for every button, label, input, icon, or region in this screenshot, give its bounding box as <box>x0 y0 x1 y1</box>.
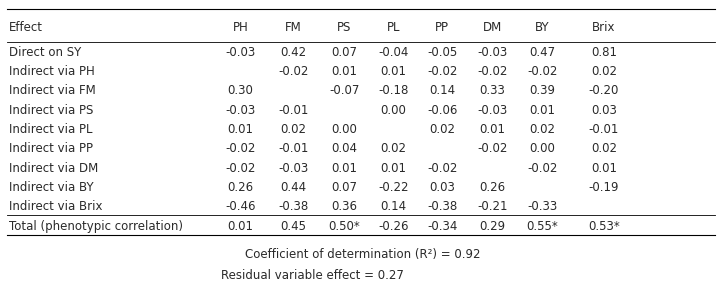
Text: -0.02: -0.02 <box>477 142 507 155</box>
Text: BY: BY <box>535 21 550 34</box>
Text: Direct on SY: Direct on SY <box>9 46 81 59</box>
Text: 0.45: 0.45 <box>280 219 306 232</box>
Text: Brix: Brix <box>592 21 616 34</box>
Text: Effect: Effect <box>9 21 43 34</box>
Text: -0.46: -0.46 <box>225 200 256 213</box>
Text: PP: PP <box>435 21 449 34</box>
Text: 0.36: 0.36 <box>331 200 357 213</box>
Text: -0.22: -0.22 <box>378 181 409 194</box>
Text: Indirect via PH: Indirect via PH <box>9 65 94 78</box>
Text: -0.04: -0.04 <box>378 46 409 59</box>
Text: -0.02: -0.02 <box>527 65 558 78</box>
Text: 0.53*: 0.53* <box>588 219 620 232</box>
Text: 0.50*: 0.50* <box>328 219 360 232</box>
Text: -0.26: -0.26 <box>378 219 409 232</box>
Text: Residual variable effect = 0.27: Residual variable effect = 0.27 <box>221 269 404 282</box>
Text: 0.00: 0.00 <box>331 123 357 136</box>
Text: 0.02: 0.02 <box>280 123 306 136</box>
Text: 0.55*: 0.55* <box>526 219 558 232</box>
Text: 0.07: 0.07 <box>331 181 357 194</box>
Text: 0.14: 0.14 <box>429 84 455 97</box>
Text: 0.03: 0.03 <box>591 104 617 117</box>
Text: Coefficient of determination (R²) = 0.92: Coefficient of determination (R²) = 0.92 <box>245 248 481 262</box>
Text: 0.30: 0.30 <box>227 84 253 97</box>
Text: 0.42: 0.42 <box>280 46 306 59</box>
Text: 0.01: 0.01 <box>331 162 357 175</box>
Text: 0.01: 0.01 <box>479 123 505 136</box>
Text: -0.18: -0.18 <box>378 84 409 97</box>
Text: -0.03: -0.03 <box>278 162 309 175</box>
Text: -0.03: -0.03 <box>225 46 256 59</box>
Text: -0.20: -0.20 <box>589 84 619 97</box>
Text: 0.26: 0.26 <box>479 181 505 194</box>
Text: 0.07: 0.07 <box>331 46 357 59</box>
Text: -0.03: -0.03 <box>477 46 507 59</box>
Text: 0.01: 0.01 <box>591 162 617 175</box>
Text: PL: PL <box>387 21 400 34</box>
Text: -0.02: -0.02 <box>427 65 457 78</box>
Text: PS: PS <box>337 21 351 34</box>
Text: -0.02: -0.02 <box>278 65 309 78</box>
Text: 0.39: 0.39 <box>529 84 555 97</box>
Text: DM: DM <box>483 21 502 34</box>
Text: -0.33: -0.33 <box>527 200 558 213</box>
Text: -0.01: -0.01 <box>589 123 619 136</box>
Text: -0.01: -0.01 <box>278 142 309 155</box>
Text: -0.02: -0.02 <box>225 142 256 155</box>
Text: -0.02: -0.02 <box>477 65 507 78</box>
Text: -0.02: -0.02 <box>527 162 558 175</box>
Text: Indirect via DM: Indirect via DM <box>9 162 98 175</box>
Text: PH: PH <box>232 21 248 34</box>
Text: 0.01: 0.01 <box>331 65 357 78</box>
Text: Indirect via BY: Indirect via BY <box>9 181 94 194</box>
Text: -0.05: -0.05 <box>427 46 457 59</box>
Text: Indirect via Brix: Indirect via Brix <box>9 200 102 213</box>
Text: -0.21: -0.21 <box>477 200 507 213</box>
Text: 0.47: 0.47 <box>529 46 555 59</box>
Text: 0.26: 0.26 <box>227 181 253 194</box>
Text: 0.01: 0.01 <box>227 219 253 232</box>
Text: 0.02: 0.02 <box>429 123 455 136</box>
Text: 0.29: 0.29 <box>479 219 505 232</box>
Text: 0.02: 0.02 <box>380 142 407 155</box>
Text: -0.02: -0.02 <box>427 162 457 175</box>
Text: Indirect via PL: Indirect via PL <box>9 123 92 136</box>
Text: 0.04: 0.04 <box>331 142 357 155</box>
Text: Indirect via FM: Indirect via FM <box>9 84 95 97</box>
Text: 0.01: 0.01 <box>529 104 555 117</box>
Text: FM: FM <box>285 21 302 34</box>
Text: 0.01: 0.01 <box>227 123 253 136</box>
Text: Total (phenotypic correlation): Total (phenotypic correlation) <box>9 219 183 232</box>
Text: 0.00: 0.00 <box>529 142 555 155</box>
Text: Indirect via PS: Indirect via PS <box>9 104 93 117</box>
Text: 0.02: 0.02 <box>591 142 617 155</box>
Text: 0.81: 0.81 <box>591 46 617 59</box>
Text: 0.14: 0.14 <box>380 200 407 213</box>
Text: 0.02: 0.02 <box>529 123 555 136</box>
Text: 0.03: 0.03 <box>429 181 455 194</box>
Text: -0.34: -0.34 <box>427 219 457 232</box>
Text: -0.38: -0.38 <box>427 200 457 213</box>
Text: -0.03: -0.03 <box>477 104 507 117</box>
Text: 0.44: 0.44 <box>280 181 306 194</box>
Text: -0.07: -0.07 <box>329 84 359 97</box>
Text: -0.01: -0.01 <box>278 104 309 117</box>
Text: 0.01: 0.01 <box>380 162 407 175</box>
Text: -0.38: -0.38 <box>278 200 309 213</box>
Text: Indirect via PP: Indirect via PP <box>9 142 93 155</box>
Text: 0.00: 0.00 <box>380 104 407 117</box>
Text: 0.01: 0.01 <box>380 65 407 78</box>
Text: -0.06: -0.06 <box>427 104 457 117</box>
Text: 0.33: 0.33 <box>479 84 505 97</box>
Text: -0.03: -0.03 <box>225 104 256 117</box>
Text: -0.19: -0.19 <box>589 181 619 194</box>
Text: -0.02: -0.02 <box>225 162 256 175</box>
Text: 0.02: 0.02 <box>591 65 617 78</box>
